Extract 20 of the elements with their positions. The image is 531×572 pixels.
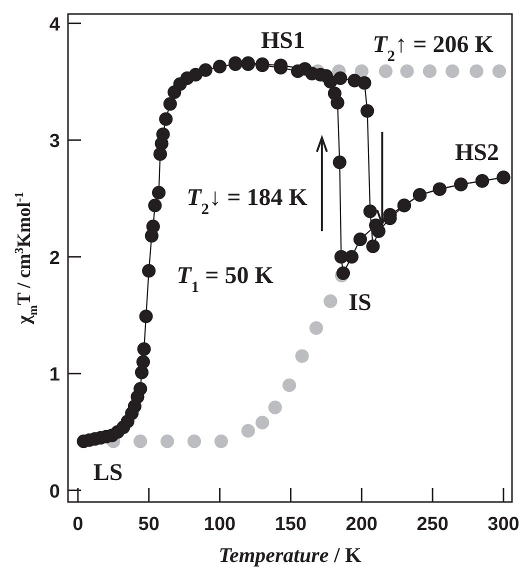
y-tick-label: 1 [49, 364, 60, 386]
y-tick-label: 0 [49, 481, 60, 502]
y-tick-label: 2 [49, 248, 60, 269]
annotation: T$_{2}$↓ = 184 K [186, 185, 308, 218]
x-tick-label: 250 [416, 514, 448, 535]
x-tick-label: 100 [204, 514, 236, 535]
x-tick-label: 150 [274, 514, 307, 535]
annotation: T$_{2}$↑ = 206 K [372, 32, 494, 64]
x-axis-title: Temperature / K [218, 543, 362, 567]
annotation: IS [348, 290, 372, 316]
x-tick-label: 300 [488, 514, 520, 535]
x-tick-label: 50 [138, 514, 160, 535]
annotation: LS [93, 460, 123, 486]
annotation: HS1 [260, 28, 306, 54]
x-tick-label: 0 [72, 514, 84, 535]
annotation: T$_{1}$ = 50 K [176, 263, 274, 296]
y-tick-label: 3 [49, 131, 60, 152]
y-tick-label: 4 [49, 14, 60, 36]
x-tick-label: 200 [346, 514, 378, 535]
annotation: HS2 [454, 140, 500, 166]
